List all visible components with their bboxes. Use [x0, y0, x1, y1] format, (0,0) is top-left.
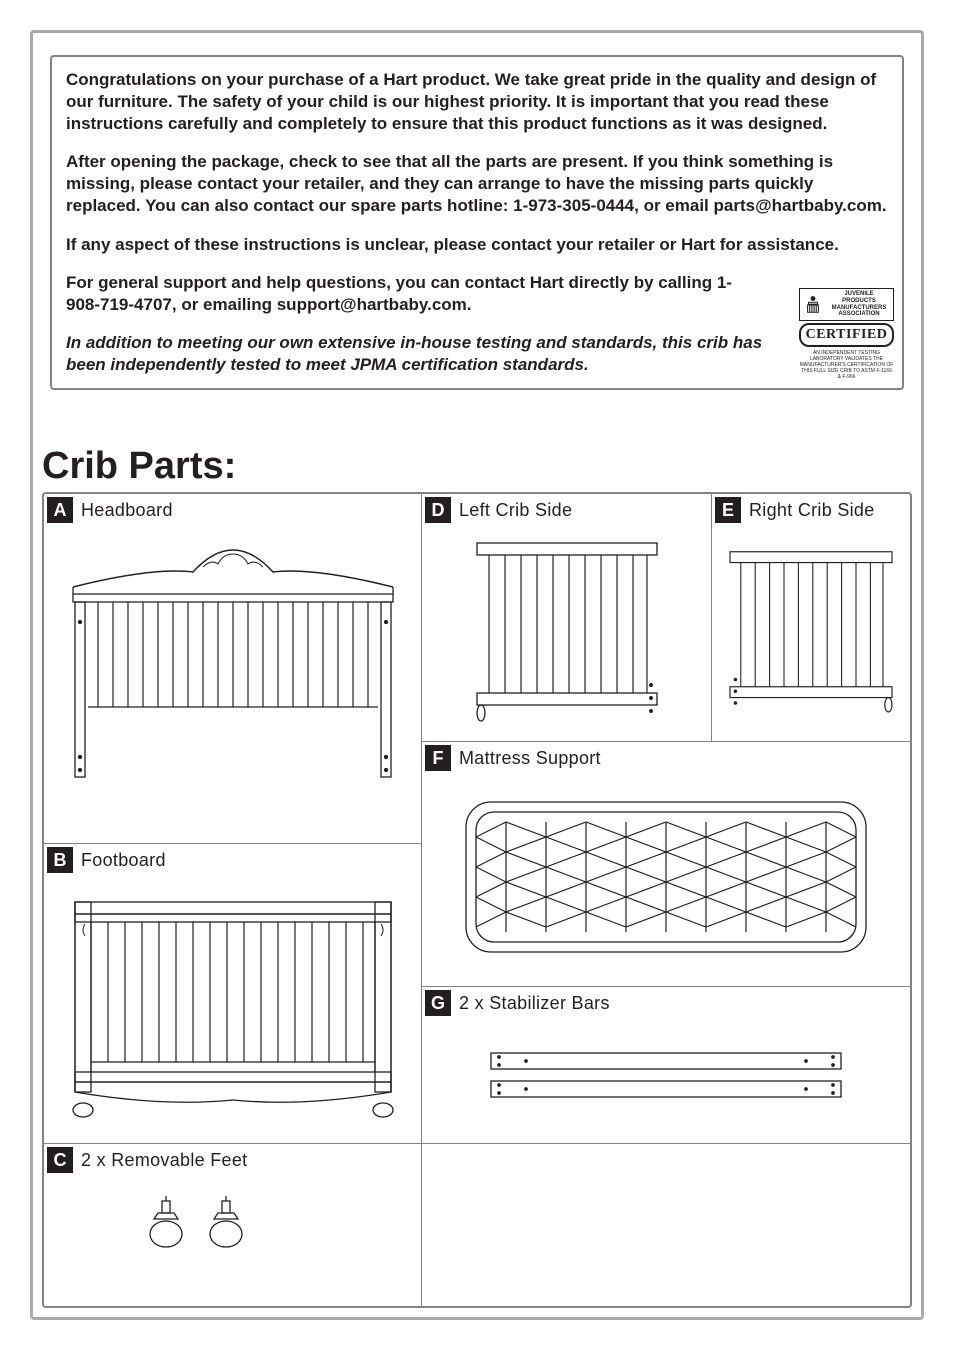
part-name-e: Right Crib Side: [749, 500, 875, 521]
part-header-f: F Mattress Support: [422, 742, 910, 774]
letter-badge-a: A: [47, 497, 73, 523]
part-name-f: Mattress Support: [459, 748, 601, 769]
letter-badge-d: D: [425, 497, 451, 523]
part-header-g: G 2 x Stabilizer Bars: [422, 987, 910, 1019]
part-header-c: C 2 x Removable Feet: [44, 1144, 421, 1176]
letter-badge-e: E: [715, 497, 741, 523]
part-header-b: B Footboard: [44, 844, 421, 876]
letter-badge-f: F: [425, 745, 451, 771]
cert-certified-label: CERTIFIED: [799, 323, 894, 347]
part-name-a: Headboard: [81, 500, 173, 521]
letter-badge-c: C: [47, 1147, 73, 1173]
footboard-illustration: [63, 882, 403, 1132]
part-name-b: Footboard: [81, 850, 166, 871]
intro-box: Congratulations on your purchase of a Ha…: [50, 55, 904, 390]
right-side-illustration: [721, 533, 901, 728]
stabilizer-bars-illustration: [481, 1043, 851, 1113]
section-title: Crib Parts:: [42, 445, 236, 488]
cert-assoc-text: JUVENILE PRODUCTS MANUFACTURERS ASSOCIAT…: [827, 291, 891, 317]
left-side-illustration: [467, 533, 667, 728]
jpma-cert-badge: JUVENILE PRODUCTS MANUFACTURERS ASSOCIAT…: [799, 288, 894, 380]
crib-icon: [802, 294, 824, 316]
mattress-support-illustration: [456, 787, 876, 967]
part-cell-b: B Footboard: [44, 844, 422, 1144]
part-header-a: A Headboard: [44, 494, 421, 526]
cert-top-row: JUVENILE PRODUCTS MANUFACTURERS ASSOCIAT…: [799, 288, 894, 320]
part-cell-d: D Left Crib Side: [422, 494, 712, 742]
part-header-e: E Right Crib Side: [712, 494, 910, 526]
part-cell-c: C 2 x Removable Feet: [44, 1144, 422, 1306]
part-header-d: D Left Crib Side: [422, 494, 711, 526]
intro-paragraph-4: For general support and help questions, …: [66, 272, 756, 316]
part-cell-f: F Mattress Support: [422, 742, 910, 987]
letter-badge-b: B: [47, 847, 73, 873]
intro-paragraph-3: If any aspect of these instructions is u…: [66, 234, 888, 256]
intro-paragraph-1: Congratulations on your purchase of a Ha…: [66, 69, 888, 135]
part-name-d: Left Crib Side: [459, 500, 572, 521]
intro-paragraph-2: After opening the package, check to see …: [66, 151, 888, 217]
feet-illustration: [140, 1196, 280, 1256]
parts-frame: A Headboard: [42, 492, 912, 1308]
part-name-g: 2 x Stabilizer Bars: [459, 993, 610, 1014]
letter-badge-g: G: [425, 990, 451, 1016]
intro-paragraph-5: In addition to meeting our own extensive…: [66, 332, 786, 376]
part-cell-e: E Right Crib Side: [712, 494, 910, 742]
cert-fine-print: AN INDEPENDENT TESTING LABORATORY VALIDA…: [799, 350, 894, 380]
part-name-c: 2 x Removable Feet: [81, 1150, 247, 1171]
headboard-illustration: [63, 532, 403, 832]
blank-cell: [422, 1144, 910, 1306]
part-cell-g: G 2 x Stabilizer Bars: [422, 987, 910, 1144]
part-cell-a: A Headboard: [44, 494, 422, 844]
